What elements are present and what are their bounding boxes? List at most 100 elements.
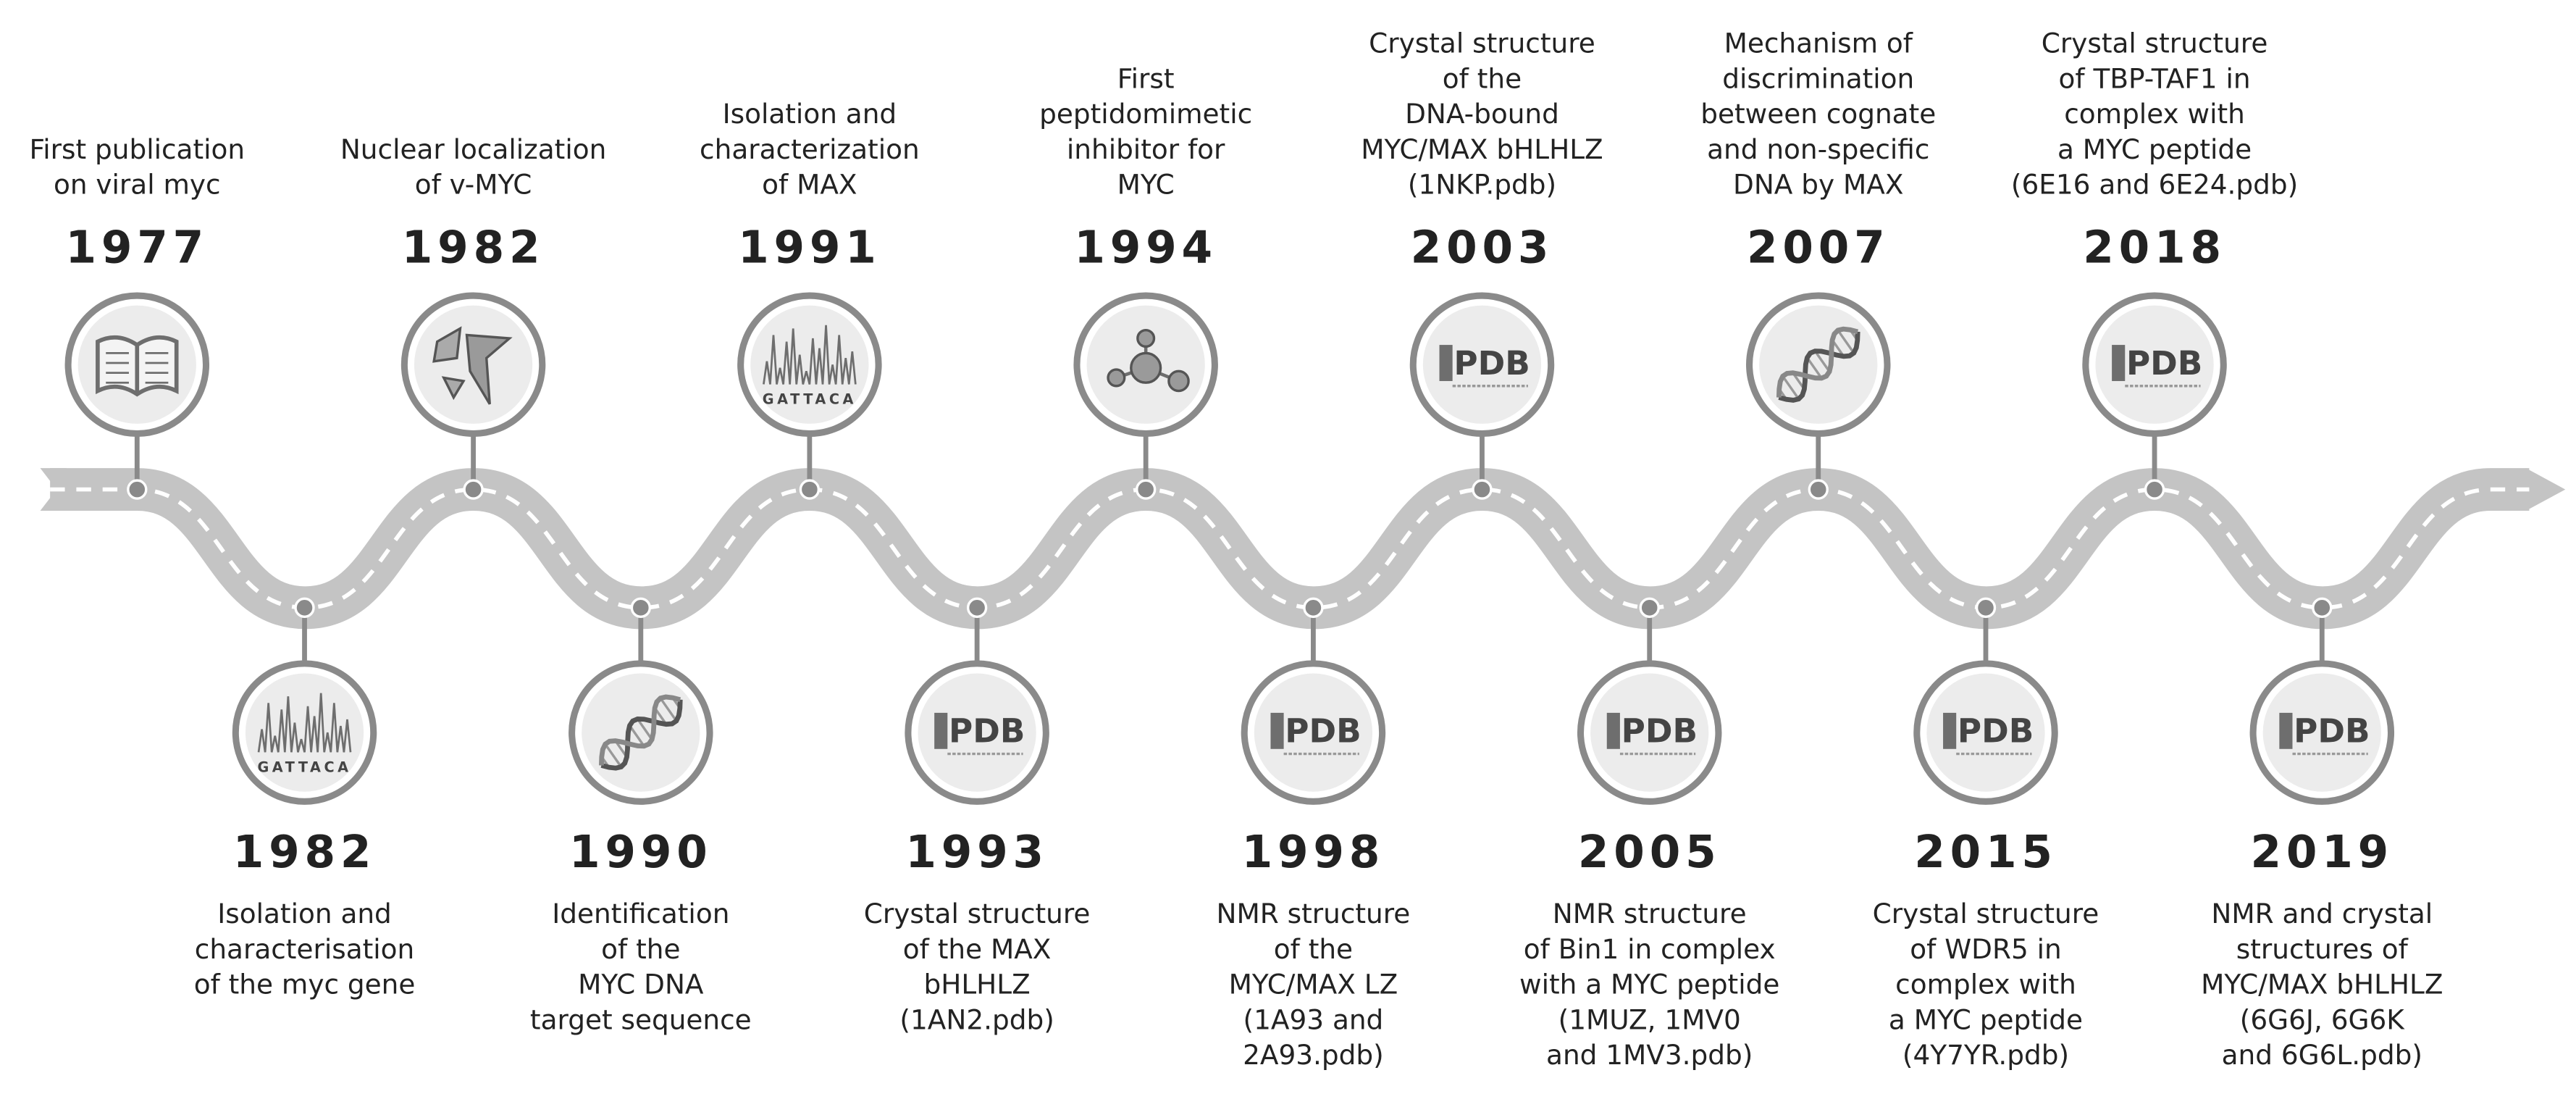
road-dash <box>50 487 2530 610</box>
event-description: peptidomimetic <box>1039 98 1252 130</box>
icon-disc <box>2262 673 2381 792</box>
pdb-badge <box>934 712 948 749</box>
event-description: DNA by MAX <box>1733 169 1903 201</box>
pdb-badge <box>1439 345 1453 381</box>
timeline-event: GATTACA 1991 Isolation andcharacterization… <box>700 98 920 500</box>
event-description: a MYC peptide <box>1889 1003 2083 1035</box>
event-year: 2015 <box>1914 827 2057 878</box>
timeline-event: GATTACA 1982 Isolation andcharacterisation… <box>194 597 416 1001</box>
dna-strand <box>599 694 681 766</box>
pdb-logo: PDB <box>2126 344 2202 383</box>
road-pin <box>1136 479 1157 500</box>
event-description: discrimination <box>1722 62 1914 94</box>
pdb-badge <box>1943 712 1957 749</box>
event-year: 1991 <box>738 222 881 274</box>
event-year: 2018 <box>2083 222 2226 274</box>
road-pin <box>2144 479 2165 500</box>
dna-rung <box>604 743 623 768</box>
atom <box>1130 351 1162 384</box>
pdb-badge <box>1606 712 1620 749</box>
event-description: structures of <box>2236 933 2409 965</box>
event-description: (6G6J, 6G6K <box>2240 1003 2405 1035</box>
cell-icon <box>441 376 466 401</box>
dna-rung <box>1782 375 1800 400</box>
pdb-logo: PDB <box>1621 712 1698 751</box>
icon-disc <box>1590 673 1709 792</box>
event-description: Crystal structure <box>864 898 1091 930</box>
atom <box>1136 328 1156 348</box>
event-description: Crystal structure <box>1873 898 2099 930</box>
event-description: of the <box>1274 933 1353 965</box>
event-description: (4Y7YR.pdb) <box>1902 1039 2069 1071</box>
event-description: MYC <box>1117 169 1175 201</box>
road-pin <box>2312 597 2333 618</box>
event-description: DNA-bound <box>1405 98 1559 130</box>
event-description: (1AN2.pdb) <box>899 1003 1054 1035</box>
dna-rung <box>636 718 653 740</box>
event-description: of the myc gene <box>194 969 416 1001</box>
cell-icon <box>465 333 513 405</box>
dna-rung <box>1837 329 1855 354</box>
icon-disc <box>1422 305 1542 424</box>
pdb-logo: PDB <box>2294 712 2370 751</box>
event-description: characterisation <box>195 933 414 965</box>
chromatogram-peaks <box>257 693 352 753</box>
road-pin <box>127 479 148 500</box>
event-description: Isolation and <box>723 98 897 130</box>
road-arrow <box>2525 468 2566 511</box>
road-pin <box>1975 597 1997 618</box>
event-description: characterization <box>700 133 920 165</box>
icon-disc <box>918 673 1036 792</box>
event-description: of Bin1 in complex <box>1524 933 1776 965</box>
event-description: NMR structure <box>1553 898 1747 930</box>
road-pin <box>1808 479 1829 500</box>
dna-strand <box>600 699 683 771</box>
event-year: 1982 <box>233 827 377 878</box>
road-pin <box>1639 597 1660 618</box>
pdb-logo: PDB <box>1285 712 1361 751</box>
pdb-badge <box>1270 712 1284 749</box>
event-year: 1994 <box>1074 222 1217 274</box>
road-pin <box>463 479 484 500</box>
event-description: inhibitor for <box>1067 133 1225 165</box>
road-pin <box>966 597 988 618</box>
icon-disc <box>1254 673 1373 792</box>
dna-rung <box>1806 356 1823 379</box>
icon-disc <box>1759 305 1878 424</box>
atom <box>1167 369 1190 393</box>
event-description: Mechanism of <box>1724 28 1913 59</box>
timeline-event: 1982 Nuclear localization of v-MYC <box>340 133 606 500</box>
event-description: Crystal structure <box>1369 28 1595 59</box>
cell-icon <box>432 326 462 363</box>
event-description: First <box>1117 62 1175 94</box>
event-description: a MYC peptide <box>2057 133 2252 165</box>
event-year: 1993 <box>905 827 1049 878</box>
road-pin <box>799 479 821 500</box>
event-description: Crystal structure <box>2042 28 2268 59</box>
road-tail <box>40 468 67 511</box>
pdb-badge <box>2112 345 2126 381</box>
event-description: of the MAX <box>903 933 1052 965</box>
event-year: 1998 <box>1242 827 1385 878</box>
chromatogram-peaks <box>763 325 857 385</box>
event-description: of MAX <box>762 169 857 201</box>
event-description: bHLHLZ <box>923 969 1030 1001</box>
pdb-logo: PDB <box>949 712 1025 751</box>
event-description: between cognate <box>1700 98 1936 130</box>
dna-rung <box>1813 350 1831 372</box>
event-description: of the <box>1443 62 1522 94</box>
sequence-label: GATTACA <box>763 391 857 408</box>
event-description: 2A93.pdb) <box>1243 1039 1384 1071</box>
road <box>40 468 2566 630</box>
pdb-logo: PDB <box>1958 712 2034 751</box>
event-description: NMR and crystal <box>2211 898 2433 930</box>
event-year: 1977 <box>66 222 209 274</box>
event-description: (1A93 and <box>1243 1003 1384 1035</box>
